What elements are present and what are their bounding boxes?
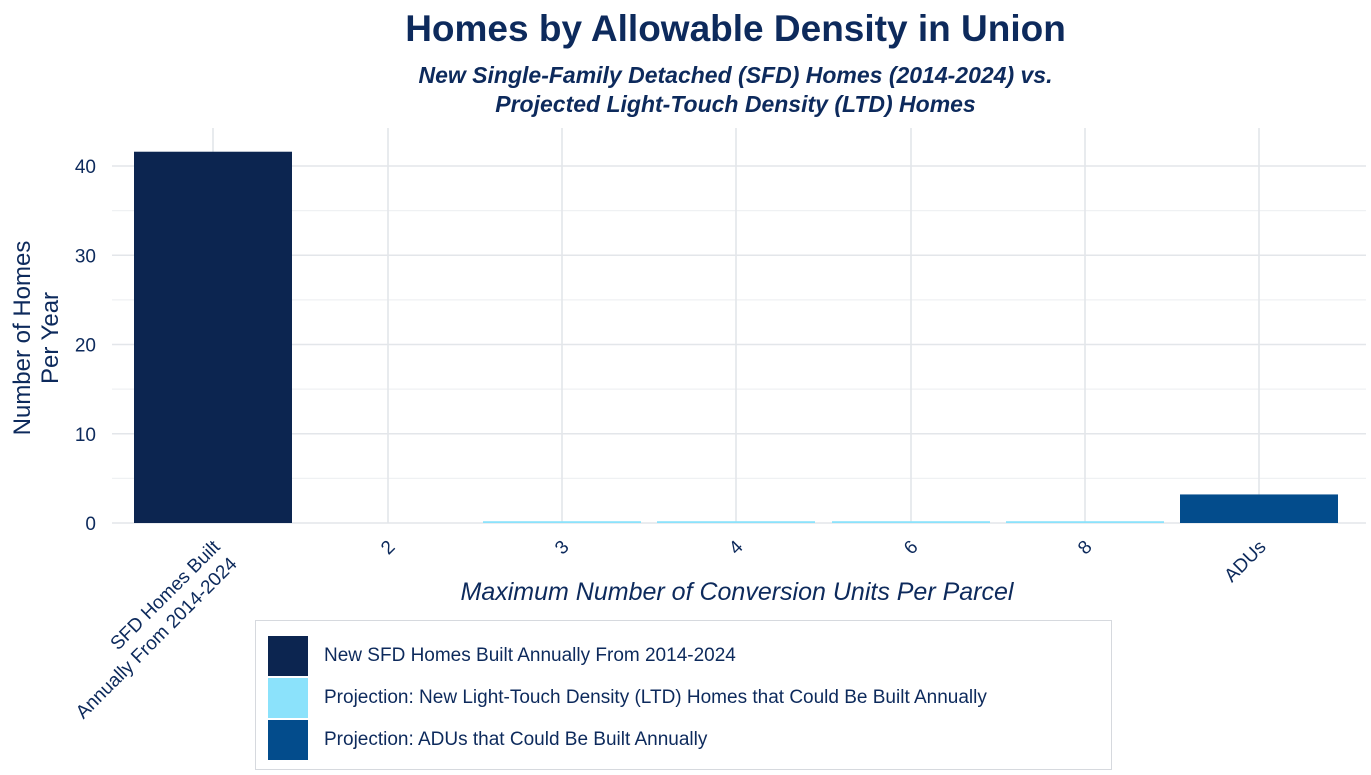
y-tick-label: 30 (75, 246, 96, 267)
bar (483, 521, 641, 523)
grid-lines (112, 128, 1366, 524)
y-axis-label-line-2: Per Year (37, 292, 64, 384)
x-tick-label-line: 2 (377, 537, 399, 559)
x-tick-label-line: ADUs (1221, 537, 1271, 587)
legend-label-sfd: New SFD Homes Built Annually From 2014-2… (324, 645, 736, 666)
bar (1180, 494, 1338, 523)
legend-item-sfd: New SFD Homes Built Annually From 2014-2… (268, 636, 736, 676)
x-tick-label-line: 4 (725, 536, 748, 559)
chart-subtitle-line-2: Projected Light-Touch Density (LTD) Home… (495, 91, 976, 117)
x-tick-label-line: 3 (551, 537, 573, 559)
y-tick-label: 10 (75, 425, 96, 446)
legend-swatch-ltd (268, 678, 308, 718)
y-tick-label: 40 (75, 157, 96, 178)
bar (1006, 521, 1164, 523)
chart-subtitle-line-1: New Single-Family Detached (SFD) Homes (… (418, 62, 1053, 88)
x-tick-label: 8 (1074, 537, 1096, 559)
legend-swatch-adu (268, 720, 308, 760)
y-axis-label: Number of Homes Per Year (9, 241, 64, 436)
legend-label-ltd: Projection: New Light-Touch Density (LTD… (324, 687, 987, 708)
y-tick-label: 0 (85, 514, 96, 535)
legend-item-adu: Projection: ADUs that Could Be Built Ann… (268, 720, 707, 760)
x-tick-label: 4 (725, 536, 748, 559)
y-tick-label: 20 (75, 336, 96, 357)
bars (134, 151, 1338, 523)
x-tick-label: 3 (551, 537, 573, 559)
x-tick-label: 6 (900, 537, 922, 559)
x-tick-label: 2 (377, 537, 399, 559)
bar (134, 151, 292, 523)
x-tick-label-line: 6 (900, 537, 922, 559)
legend-swatch-sfd (268, 636, 308, 676)
bar (657, 521, 815, 523)
legend-item-ltd: Projection: New Light-Touch Density (LTD… (268, 678, 987, 718)
bar (832, 521, 990, 523)
chart-title: Homes by Allowable Density in Union (405, 8, 1066, 49)
x-tick-label-line: Annually From 2014-2024 (72, 553, 242, 723)
legend-label-adu: Projection: ADUs that Could Be Built Ann… (324, 729, 708, 750)
y-axis-ticks: 0 10 20 30 40 (75, 157, 96, 535)
x-tick-label-line: 8 (1074, 537, 1096, 559)
x-axis-label: Maximum Number of Conversion Units Per P… (461, 578, 1015, 606)
x-tick-label: ADUs (1221, 537, 1271, 587)
y-axis-label-line-1: Number of Homes (9, 241, 36, 436)
chart-legend: New SFD Homes Built Annually From 2014-2… (255, 620, 1112, 770)
